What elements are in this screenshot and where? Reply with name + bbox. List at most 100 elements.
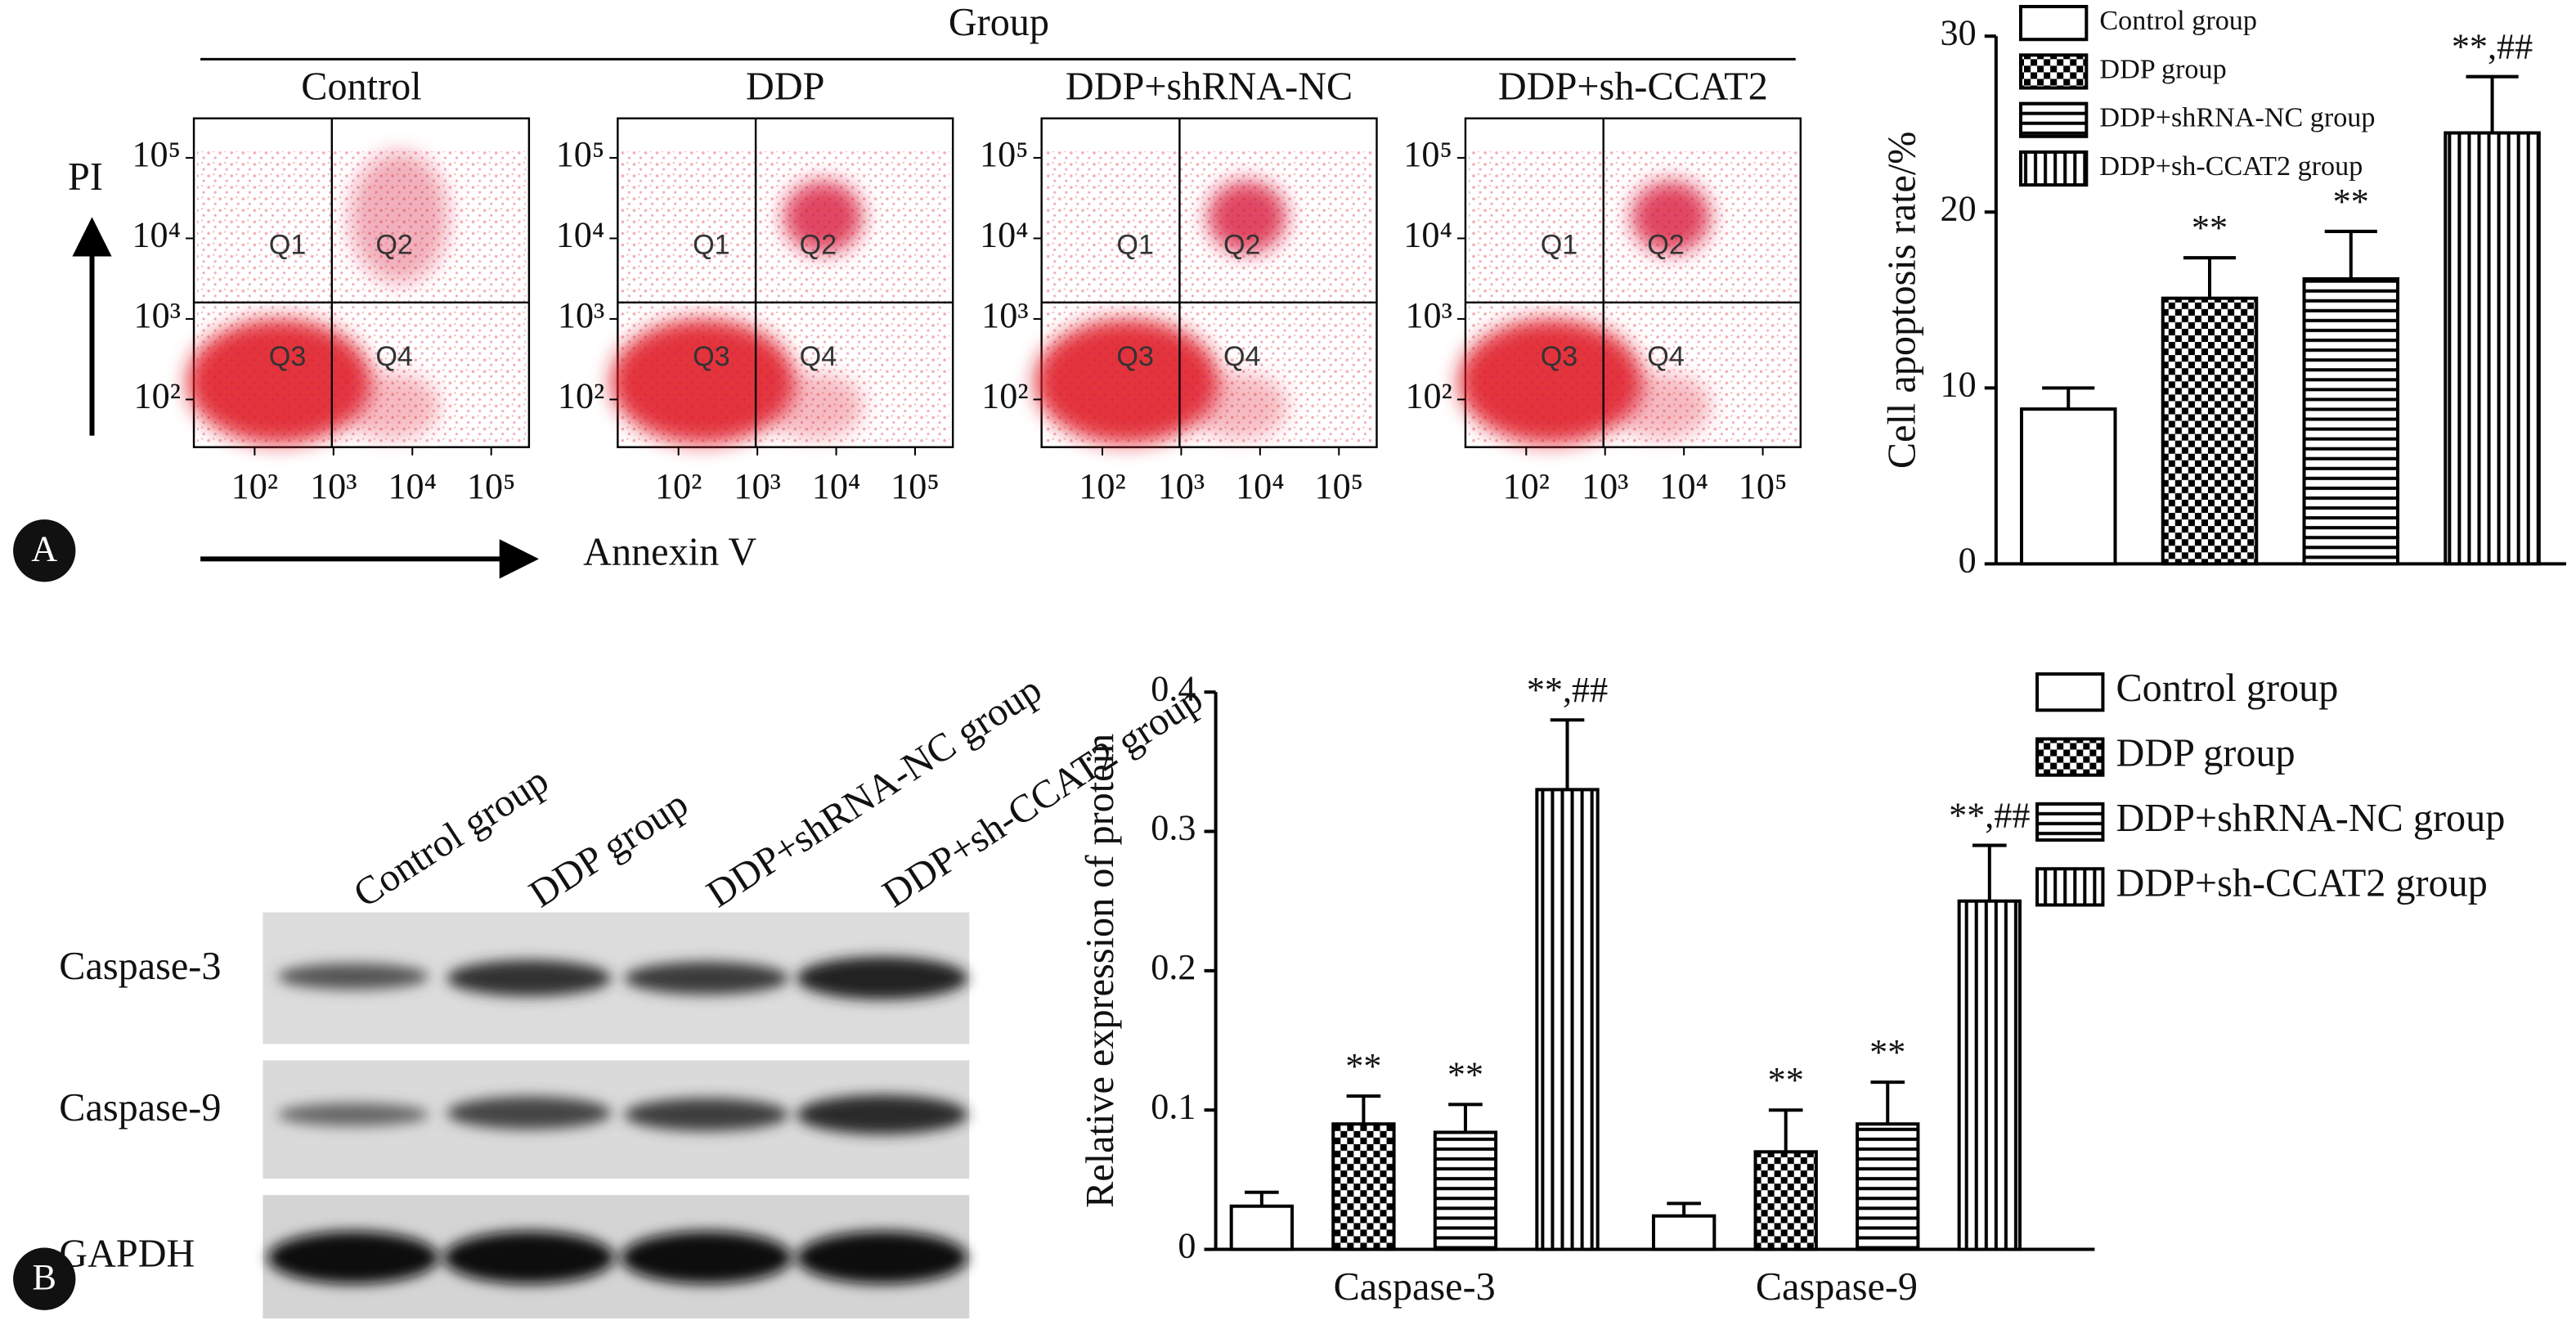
y-tick-label: 10⁴: [1403, 215, 1452, 255]
legend-label: Control group: [2099, 6, 2257, 36]
quadrant-label: Q4: [800, 341, 837, 372]
y-tick-label: 0: [1178, 1226, 1196, 1266]
y-tick-label: 10³: [134, 295, 181, 335]
quadrant-label: Q3: [1116, 341, 1154, 372]
x-tick-label: 10⁴: [388, 466, 437, 506]
error-bar: [1768, 1108, 1803, 1152]
y-tick-label: 10⁴: [556, 215, 605, 255]
blot-row-label: Caspase-3: [59, 945, 221, 988]
y-tick-label: 30: [1941, 12, 1977, 52]
error-bar: [1448, 1103, 1483, 1133]
legend-label: DDP+shRNA-NC group: [2099, 103, 2375, 133]
y-tick-label: 10³: [1405, 295, 1452, 335]
x-tick-label: 10²: [655, 466, 702, 506]
event-speckle: [1468, 150, 1797, 444]
blot-lane-label: DDP group: [522, 782, 696, 916]
y-tick-label: 0.1: [1151, 1086, 1196, 1126]
quadrant-label: Q4: [1223, 341, 1261, 372]
legend-swatch: [2035, 672, 2105, 712]
bar: [2161, 296, 2259, 566]
quadrant-label: Q1: [269, 230, 307, 261]
x-tick-label: 10⁴: [1236, 466, 1285, 506]
bar: [1856, 1122, 1920, 1251]
legend-label: DDP+shRNA-NC group: [2116, 797, 2506, 840]
flow-title: DDP: [746, 65, 824, 109]
x-tick-label: 10⁵: [891, 466, 940, 506]
flow-title: DDP+sh-CCAT2: [1498, 65, 1768, 109]
significance-label: **,##: [1949, 796, 2030, 836]
bar: [2302, 276, 2400, 566]
legend-swatch: [2018, 101, 2089, 138]
error-bar: [2183, 256, 2237, 299]
bar: [1433, 1130, 1498, 1251]
quadrant-label: Q2: [800, 230, 837, 261]
y-tick-label: 10: [1941, 364, 1977, 404]
quadrant-label: Q1: [1541, 230, 1578, 261]
y-tick-label: 10²: [558, 376, 604, 416]
y-tick-label: 20: [1941, 188, 1977, 228]
x-tick-label: Caspase-9: [1756, 1265, 1918, 1309]
legend-label: Control group: [2116, 667, 2339, 710]
significance-label: **,##: [2452, 27, 2533, 67]
quadrant-label: Q3: [693, 341, 730, 372]
x-tick-label: 10⁴: [1659, 466, 1708, 506]
significance-label: **: [2192, 208, 2228, 248]
y-axis-label: Cell apoptosis rate/%: [1880, 132, 1923, 469]
legend-swatch: [2018, 53, 2089, 90]
error-bar: [1245, 1190, 1279, 1206]
error-bar: [1972, 843, 2007, 901]
significance-label: **,##: [1527, 670, 1608, 710]
error-bar: [1346, 1094, 1381, 1125]
legend-label: DDP group: [2099, 54, 2226, 84]
y-tick-label: 10⁴: [132, 215, 181, 255]
quadrant-label: Q2: [1223, 230, 1261, 261]
bands: [267, 956, 968, 1284]
x-tick-label: 10⁵: [1314, 466, 1363, 506]
panel-badge: [13, 1247, 76, 1310]
y-tick-label: 10⁵: [1403, 134, 1452, 174]
event-speckle: [621, 150, 950, 444]
quadrant-label: Q4: [1647, 341, 1685, 372]
y-tick-label: 10²: [134, 376, 181, 416]
error-bar: [1667, 1201, 1701, 1216]
quadrant-label: Q3: [269, 341, 307, 372]
error-bar: [1870, 1080, 1905, 1125]
quadrant-label: Q2: [375, 230, 413, 261]
panel-badge: [13, 519, 76, 582]
legend-label: DDP+sh-CCAT2 group: [2099, 151, 2363, 182]
flow-x-label: Annexin V: [583, 530, 756, 573]
y-tick-label: 0.3: [1151, 808, 1196, 848]
significance-label: **: [2333, 182, 2369, 222]
event-speckle: [197, 150, 526, 444]
error-bar: [2042, 386, 2095, 410]
blot-row-label: GAPDH: [59, 1233, 195, 1276]
y-tick-label: 10⁵: [132, 134, 181, 174]
group-label: Group: [949, 1, 1049, 44]
error-bar: [2324, 229, 2377, 280]
y-tick-label: 10³: [558, 295, 604, 335]
quadrant-label: Q4: [375, 341, 413, 372]
bar: [1535, 788, 1600, 1251]
bar: [1229, 1204, 1295, 1251]
blot: [263, 912, 970, 1318]
bar: [2444, 131, 2541, 566]
legend-swatch: [2018, 150, 2089, 187]
bar: [1331, 1122, 1396, 1251]
error-bar: [2466, 74, 2519, 133]
y-tick-label: 10⁵: [556, 134, 605, 174]
y-tick-label: 10⁵: [980, 134, 1029, 174]
blot-row-label: Caspase-9: [59, 1086, 221, 1130]
x-tick-label: 10⁴: [812, 466, 861, 506]
blot-lane-label: DDP+shRNA-NC group: [699, 667, 1049, 916]
legend-swatch: [2018, 5, 2089, 42]
legend-label: DDP+sh-CCAT2 group: [2116, 861, 2488, 905]
significance-label: **: [1768, 1060, 1804, 1100]
error-bar: [1550, 718, 1585, 790]
quadrant-label: Q2: [1647, 230, 1685, 261]
y-tick-label: 0.2: [1151, 947, 1196, 987]
x-tick-label: 10²: [231, 466, 278, 506]
blot-lane-label: DDP+sh-CCAT2 group: [875, 677, 1210, 916]
significance-label: **: [1869, 1032, 1905, 1072]
legend-swatch: [2035, 867, 2105, 907]
